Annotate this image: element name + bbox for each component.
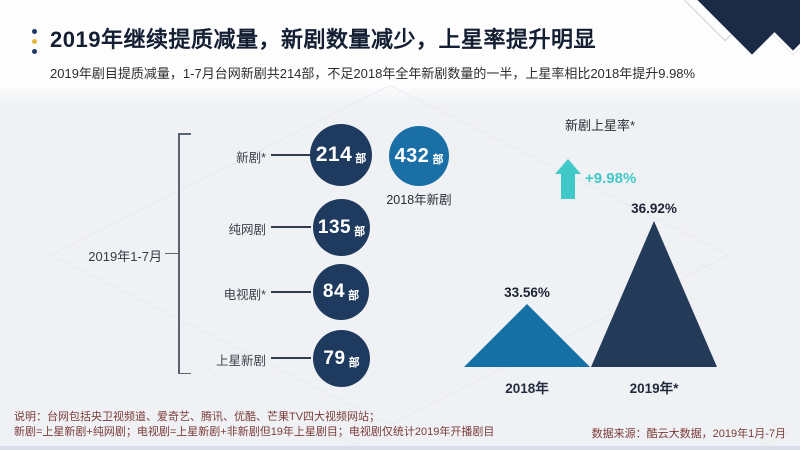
stat-unit: 部 (355, 153, 367, 165)
dot-navy-icon (32, 29, 37, 34)
connector-line (271, 291, 311, 293)
stat-label-new-dramas: 新剧* (236, 151, 266, 165)
triangle-bar-2018 (464, 304, 590, 367)
stat-circle-2018-total: 432 部 (389, 126, 449, 186)
data-source: 数据来源：酷云大数据，2019年1月-7月 (591, 428, 786, 440)
bar-value-2018: 33.56% (504, 285, 550, 300)
dot-navy-icon (32, 49, 37, 54)
stat-unit: 部 (432, 154, 444, 166)
up-arrow-shaft (561, 173, 575, 199)
bracket-middle-tick (165, 252, 178, 254)
stat-circle-web-only: 135 部 (313, 199, 370, 256)
stat-label-satellite-new: 上星新剧 (215, 354, 266, 368)
page-title: 2019年继续提质减量，新剧数量减少，上星率提升明显 (50, 27, 596, 52)
stat-value: 135 (317, 216, 352, 238)
connector-line (271, 154, 311, 156)
triangle-bar-2019 (591, 221, 717, 367)
stat-circle-tv-dramas: 84 部 (313, 264, 369, 320)
footnote-line-2: 新剧=上星新剧+纯网剧；电视剧=上星新剧+非新剧但19年上星剧目；电视剧仅统计2… (14, 426, 495, 438)
stat-circle-new-dramas: 214 部 (310, 124, 372, 186)
connector-line (271, 226, 311, 228)
title-bullet-dots (32, 29, 37, 59)
stat-label-web-only: 纯网剧 (228, 223, 266, 237)
bar-value-2019: 36.92% (631, 201, 677, 216)
bottom-accent-strip (0, 446, 800, 450)
stat-unit: 部 (348, 356, 360, 369)
period-label: 2019年1-7月 (88, 249, 162, 264)
stat-label-2018-total: 2018年新剧 (386, 193, 452, 207)
footnotes: 说明：台网包括央卫视频道、爱奇艺、腾讯、优酷、芒果TV四大视频网站； 新剧=上星… (14, 410, 494, 440)
bracket-vertical-line (178, 133, 180, 374)
top-band (0, 0, 800, 104)
dot-gold-icon (32, 39, 37, 44)
axis-label-2019: 2019年* (629, 381, 679, 396)
stat-value: 79 (323, 347, 346, 369)
stat-value: 84 (322, 281, 346, 302)
connector-line (271, 357, 311, 359)
up-arrow-icon (555, 159, 581, 174)
stat-unit: 部 (348, 290, 360, 302)
corner-diamond-decoration (670, 0, 800, 100)
page-subtitle: 2019年剧目提质减量，1-7月台网新剧共214部，不足2018年全年新剧数量的… (50, 66, 696, 81)
stat-circle-satellite-new: 79 部 (313, 330, 370, 387)
footnote-line-1: 说明：台网包括央卫视频道、爱奇艺、腾讯、优酷、芒果TV四大视频网站； (14, 411, 381, 423)
chart-title: 新剧上星率* (564, 118, 636, 133)
stat-unit: 部 (354, 225, 366, 238)
stat-label-tv-dramas: 电视剧* (223, 288, 266, 302)
bracket-top-hook (178, 133, 191, 135)
stat-value: 432 (394, 144, 430, 167)
bracket-bottom-hook (178, 372, 191, 374)
axis-label-2018: 2018年 (505, 381, 549, 396)
rate-delta-label: +9.98% (585, 170, 637, 187)
stat-value: 214 (315, 143, 353, 166)
